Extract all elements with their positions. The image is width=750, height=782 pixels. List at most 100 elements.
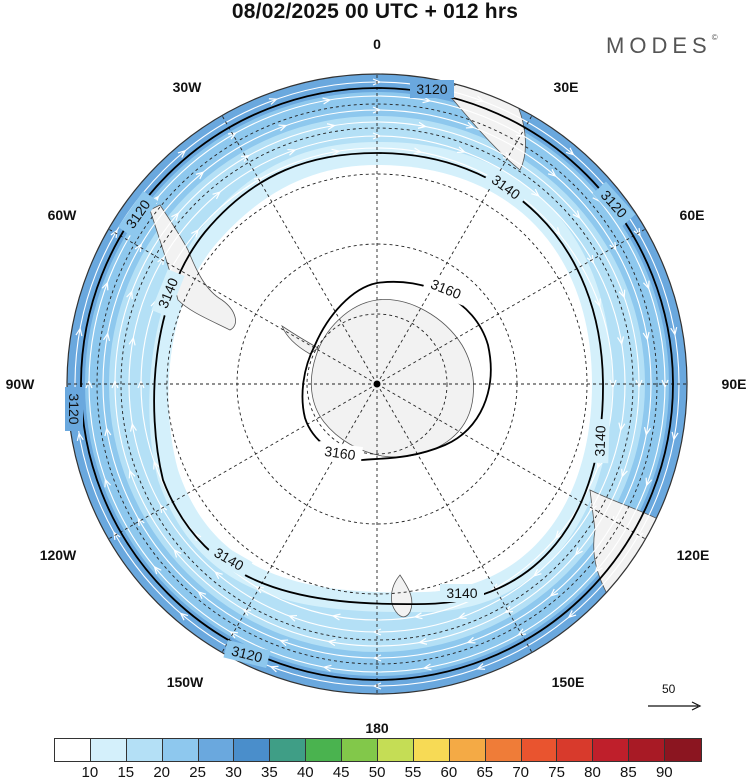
colorbar-box xyxy=(557,739,594,761)
colorbar-box xyxy=(90,739,127,761)
streamline-arrow-icon xyxy=(476,663,486,670)
streamline-arrow-icon xyxy=(531,188,540,197)
streamline-arrow-icon xyxy=(322,664,332,672)
streamline-arrow-icon xyxy=(103,331,111,341)
streamline-arrow-icon xyxy=(240,154,250,163)
streamline-arrow-icon xyxy=(618,422,626,432)
streamline-arrow-icon xyxy=(214,571,223,580)
streamline-arrow-icon xyxy=(128,336,136,346)
streamline-arrow-icon xyxy=(212,191,222,200)
meridian-line xyxy=(221,115,378,385)
lon-label-150e: 150E xyxy=(552,674,585,690)
chart-title: 08/02/2025 00 UTC + 012 hrs xyxy=(231,0,519,23)
meridian-line xyxy=(376,383,646,540)
streamline-arrow-icon xyxy=(645,477,653,487)
colorbar-tick-label: 80 xyxy=(584,764,601,781)
colorbar-tick-label: 25 xyxy=(189,764,206,781)
streamline-arrow-icon xyxy=(229,631,239,639)
latitude-circle xyxy=(306,313,448,455)
streamline-arrow-icon xyxy=(372,628,382,636)
colorbar-tick-label: 50 xyxy=(368,764,386,781)
meridian-line xyxy=(108,383,378,540)
streamline-arrow-icon xyxy=(670,327,678,337)
lon-label-90w: 90W xyxy=(6,376,36,392)
streamline-arrow-icon xyxy=(475,95,485,103)
wind-reference-value: 50 xyxy=(662,682,676,696)
colorbar-box xyxy=(629,739,666,761)
contour-label: 3160 xyxy=(323,443,356,463)
streamline-arrow-icon xyxy=(594,298,601,308)
streamline-arrow-icon xyxy=(413,612,423,620)
colorbar-box xyxy=(665,739,702,761)
streamline-arrow-icon xyxy=(372,78,382,86)
contour-label: 3120 xyxy=(230,642,264,665)
streamline-arrow-icon xyxy=(279,639,289,647)
streamline-arrow-icon xyxy=(552,227,561,236)
streamline-arrow-icon xyxy=(128,469,136,479)
isotach-dashed xyxy=(96,103,658,665)
streamline-arrow-icon xyxy=(331,148,341,156)
streamline-arrow-icon xyxy=(137,379,145,389)
lon-label-30w: 30W xyxy=(173,79,203,95)
contour-label: 3140 xyxy=(446,585,477,601)
streamline-arrow-icon xyxy=(75,327,83,337)
streamline-arrow-icon xyxy=(456,146,467,154)
colorbar-tick-label: 65 xyxy=(476,764,494,781)
lon-label-180: 180 xyxy=(365,720,389,736)
new-zealand xyxy=(391,574,413,618)
streamline-arrow-icon xyxy=(549,588,559,597)
streamline-arrow-icon xyxy=(197,590,207,600)
contour-label: 3140 xyxy=(591,425,608,457)
streamline-arrow-icon xyxy=(642,280,650,290)
colorbar-box xyxy=(413,739,450,761)
contour-3160 xyxy=(301,281,492,461)
streamline-arrow-icon xyxy=(643,427,651,437)
colorbar-tick-label: 70 xyxy=(512,764,530,781)
lon-label-60e: 60E xyxy=(680,207,705,223)
colorbar-tick-label: 40 xyxy=(296,764,314,781)
colorbar-tick-label: 85 xyxy=(620,764,637,781)
streamline-arrow-icon xyxy=(635,379,643,389)
colorbar-box xyxy=(55,739,91,761)
streamline-arrow-icon xyxy=(134,243,142,253)
streamline-arrow-icon xyxy=(502,152,512,160)
streamline-arrow-icon xyxy=(504,605,514,614)
streamline-arrow-icon xyxy=(322,97,332,105)
streamline-arrow-icon xyxy=(465,121,475,129)
streamline xyxy=(114,121,640,647)
map-boundary xyxy=(66,73,688,695)
streamline-arrow-icon xyxy=(372,654,382,662)
streamline-arrow-icon xyxy=(372,132,382,140)
streamline-arrow-icon xyxy=(418,637,428,645)
streamline-arrow-icon xyxy=(422,96,432,104)
colorbar-box xyxy=(449,739,486,761)
colorbar-box xyxy=(198,739,235,761)
streamline-arrow-icon xyxy=(227,132,237,140)
streamline-arrow-icon xyxy=(177,149,187,158)
streamline-arrow-icon xyxy=(417,121,427,129)
graticule xyxy=(67,74,687,694)
lon-label-120e: 120E xyxy=(677,547,710,563)
lon-label-120w: 120W xyxy=(40,547,77,563)
colorbar-box xyxy=(593,739,630,761)
colorbar-box xyxy=(378,739,414,761)
colorbar-tick-label: 45 xyxy=(332,764,350,781)
antarctic-peninsula xyxy=(281,324,319,355)
streamline-arrow-icon xyxy=(85,379,93,389)
streamline-arrow-icon xyxy=(609,241,617,251)
copyright-mark: © xyxy=(711,33,718,42)
streamline-arrow-icon xyxy=(532,568,542,577)
streamline-arrow-icon xyxy=(104,478,112,488)
streamline-arrow-icon xyxy=(661,379,669,389)
contour-3120 xyxy=(80,87,674,681)
streamline-arrow-icon xyxy=(617,336,625,346)
streamline-arrow-icon xyxy=(113,531,121,541)
streamline-arrow-icon xyxy=(253,177,263,185)
streamline-arrow-icon xyxy=(466,636,476,644)
meridian-line xyxy=(108,228,378,385)
colorbar-tick-label: 60 xyxy=(440,764,458,781)
streamline-arrow-icon xyxy=(612,515,620,525)
streamline-arrow-icon xyxy=(554,530,563,540)
streamline-arrow-icon xyxy=(594,563,603,573)
streamline xyxy=(102,109,652,659)
